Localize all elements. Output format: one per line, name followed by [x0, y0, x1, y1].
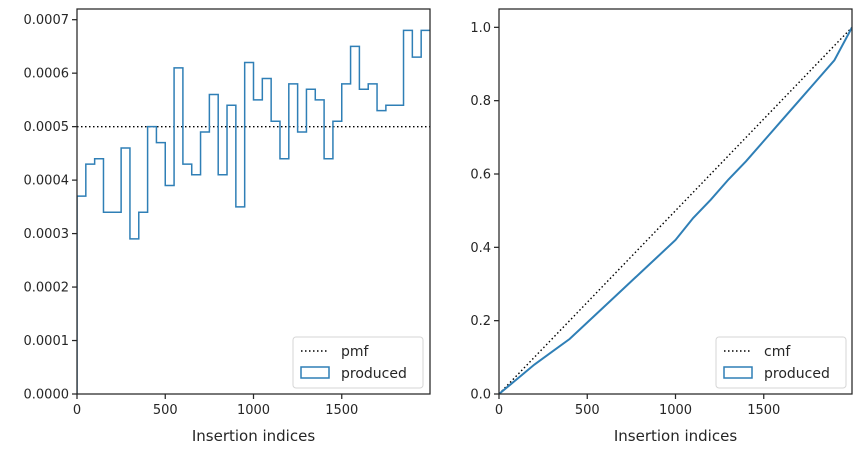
cmf-x-tick-label: 0: [495, 403, 503, 418]
pmf-plot-area: [77, 29, 430, 394]
pmf-legend-reference-label: pmf: [341, 344, 370, 360]
cmf-y-tick-label: 0.0: [470, 388, 491, 403]
pmf-tick-labels: 0 500 1000 1500 0.0000 0.0001 0.0002 0.0003 0.00…: [24, 13, 359, 418]
cmf-y-tick-label: 0.6: [470, 168, 491, 183]
pmf-y-tick-label: 0.0005: [24, 120, 70, 135]
pmf-y-tick-label: 0.0007: [24, 13, 70, 28]
cmf-y-tick-label: 1.0: [470, 21, 491, 36]
cmf-reference-line: [498, 26, 853, 395]
pmf-legend-series-label: produced: [341, 366, 407, 382]
pmf-y-tick-label: 0.0003: [24, 227, 70, 242]
pmf-y-tick-label: 0.0000: [24, 388, 70, 403]
cmf-tick-labels: 0 500 1000 1500 0.0 0.2 0.4 0.6 0.8 1.0: [470, 21, 780, 418]
pmf-legend-series-swatch: [300, 366, 330, 379]
pmf-y-tick-label: 0.0001: [24, 334, 70, 349]
pmf-x-tick-label: 500: [153, 403, 178, 418]
cmf-y-tick-label: 0.4: [470, 241, 491, 256]
cmf-legend-series-swatch: [723, 366, 753, 379]
pmf-y-tick-label: 0.0006: [24, 67, 70, 82]
cmf-tick-marks: [494, 26, 765, 399]
pmf-axes-frame: [76, 8, 431, 395]
cmf-x-axis-label: Insertion indices: [614, 427, 737, 445]
pmf-x-tick-label: 1500: [325, 403, 358, 418]
pmf-x-tick-label: 1000: [237, 403, 270, 418]
pmf-tick-marks: [72, 19, 343, 399]
cmf-x-tick-label: 500: [575, 403, 600, 418]
cmf-legend-series-label: produced: [764, 366, 830, 382]
cmf-x-tick-label: 1000: [659, 403, 692, 418]
produced-cumulative-line: [499, 26, 852, 394]
cmf-cumulative-panel: 0 500 1000 1500 0.0 0.2 0.4 0.6 0.8 1.0 Insertion…: [470, 8, 853, 445]
pmf-legend-box: [292, 336, 424, 389]
pmf-x-tick-label: 0: [73, 403, 81, 418]
pmf-y-tick-label: 0.0004: [24, 174, 70, 189]
pmf-x-axis-label: Insertion indices: [192, 427, 315, 445]
pmf-legend: pmf produced: [292, 336, 424, 389]
cmf-legend-box: [715, 336, 847, 389]
cmf-plot-area: [498, 26, 853, 395]
cmf-axes-frame: [498, 8, 853, 395]
cmf-legend: cmf produced: [715, 336, 847, 389]
pmf-histogram-panel: 0 500 1000 1500 0.0000 0.0001 0.0002 0.0003 0.00…: [24, 8, 431, 445]
cmf-y-tick-label: 0.2: [470, 314, 491, 329]
pmf-y-tick-label: 0.0002: [24, 281, 70, 296]
cmf-legend-reference-label: cmf: [764, 344, 791, 360]
cmf-x-tick-label: 1500: [747, 403, 780, 418]
cmf-y-tick-label: 0.8: [470, 94, 491, 109]
produced-histogram-step: [77, 29, 430, 394]
